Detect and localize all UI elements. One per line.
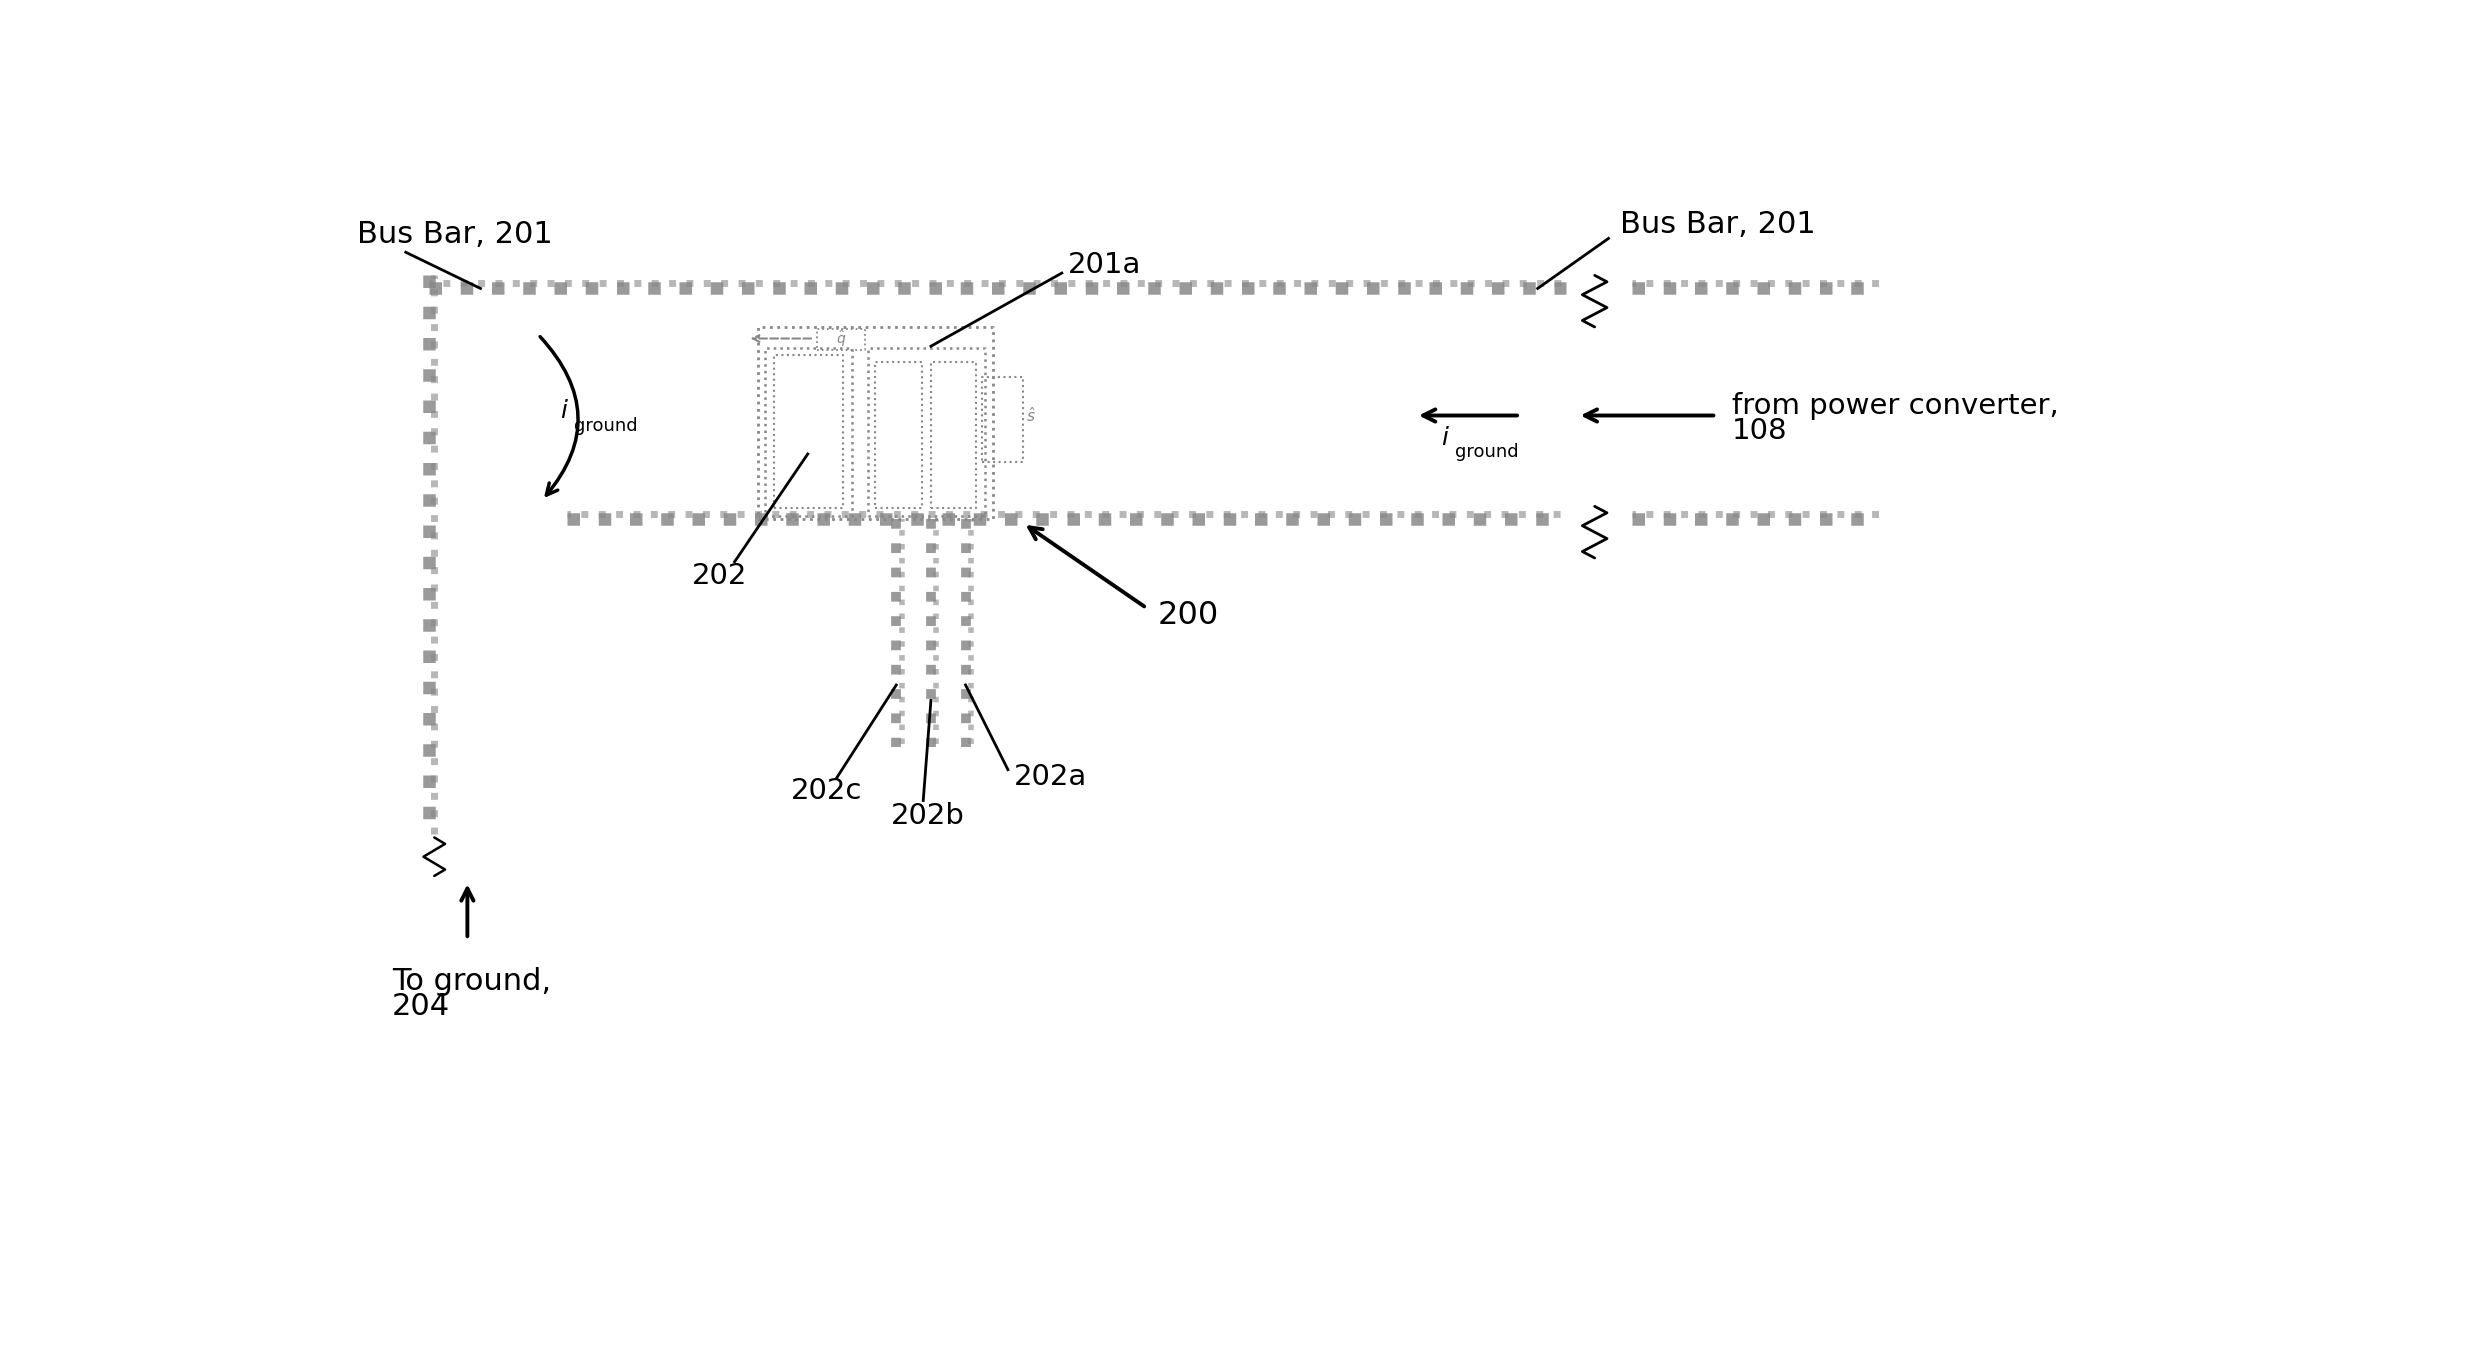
Text: Bus Bar, 201: Bus Bar, 201 bbox=[1620, 210, 1815, 239]
Text: from power converter,: from power converter, bbox=[1731, 393, 2058, 420]
Text: 108: 108 bbox=[1731, 417, 1788, 445]
FancyArrowPatch shape bbox=[541, 336, 578, 495]
Text: 201a: 201a bbox=[1067, 252, 1141, 280]
Text: 200: 200 bbox=[1158, 600, 1220, 631]
Text: ground: ground bbox=[573, 417, 637, 434]
Text: Bus Bar, 201: Bus Bar, 201 bbox=[358, 221, 553, 249]
Text: ground: ground bbox=[1455, 444, 1519, 461]
Text: 204: 204 bbox=[393, 993, 450, 1021]
Text: $i$: $i$ bbox=[1440, 428, 1450, 451]
Text: 202b: 202b bbox=[892, 802, 966, 830]
Text: $\hat{q}$: $\hat{q}$ bbox=[835, 330, 847, 350]
Text: $i$: $i$ bbox=[561, 401, 568, 424]
Text: 202a: 202a bbox=[1015, 764, 1087, 791]
Text: 202c: 202c bbox=[790, 777, 862, 806]
Text: 202: 202 bbox=[692, 562, 748, 589]
Text: To ground,: To ground, bbox=[393, 967, 551, 995]
Text: $\hat{s}$: $\hat{s}$ bbox=[1025, 406, 1035, 425]
